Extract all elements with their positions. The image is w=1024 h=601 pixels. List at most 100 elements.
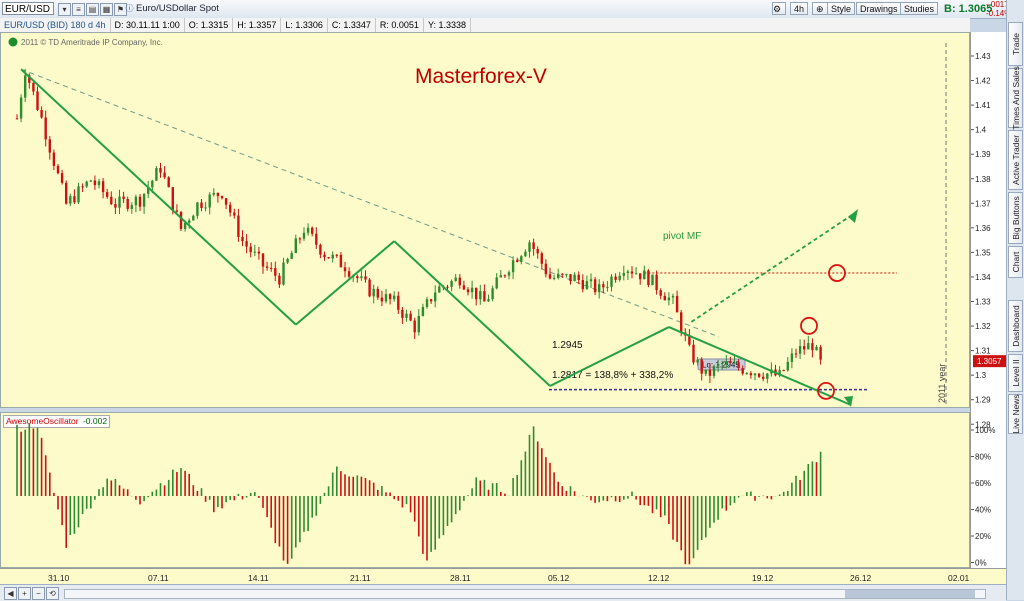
tab-active-trader[interactable]: Active Trader	[1008, 130, 1023, 190]
candle-body	[737, 362, 740, 369]
tab-level-ii[interactable]: Level II	[1008, 354, 1023, 392]
tab-times-and-sales[interactable]: Times And Sales	[1008, 66, 1023, 130]
candle-body	[565, 274, 568, 276]
price-tick-label: 1.36	[975, 224, 991, 233]
candle-body	[356, 276, 359, 279]
candle-body	[745, 373, 748, 375]
pivot-label: pivot MF	[663, 231, 701, 242]
price-tick-label: 1.42	[975, 77, 991, 86]
candle-body	[175, 210, 179, 212]
time-tick-label: 14.11	[248, 573, 269, 583]
candle-body	[429, 299, 433, 302]
symbol-input[interactable]: EUR/USD	[2, 2, 54, 15]
candle-body	[122, 196, 125, 200]
change-value: -.00177	[986, 0, 1014, 9]
time-tick-label: 26.12	[850, 573, 872, 583]
interval-button[interactable]: 4h	[790, 2, 809, 15]
candle-body	[434, 292, 437, 302]
candle-body	[749, 373, 753, 376]
price-tick-label: 1.41	[975, 101, 991, 110]
drawings-button[interactable]: Drawings	[856, 2, 902, 15]
candle-body	[335, 254, 338, 256]
tab-big-buttons-label: Big Buttons	[1010, 196, 1021, 240]
price-axis[interactable]: 1.43 1.42 1.41 1.4 1.39 1.38 1.37 1.36 1.35 1.34 1…	[970, 32, 1007, 568]
candle-body	[24, 75, 27, 98]
candle-body	[610, 276, 613, 287]
candle-body	[134, 196, 138, 206]
zoom-out-icon[interactable]: −	[32, 587, 45, 600]
tab-live-news[interactable]: Live News	[1008, 394, 1023, 434]
price-tick-label: 1.3	[975, 371, 987, 380]
price-tick-label: 1.39	[975, 150, 991, 159]
candle-body	[208, 194, 211, 208]
candle-body	[659, 290, 662, 296]
trend-line	[20, 68, 720, 338]
candle-body	[643, 270, 646, 280]
candle-body	[634, 273, 638, 275]
scrollbar-thumb[interactable]	[845, 590, 975, 598]
reset-icon[interactable]: ⟲	[46, 587, 59, 600]
time-tick-label: 31.10	[48, 573, 70, 583]
drawings-label: Drawings	[860, 4, 898, 14]
candle-body	[729, 361, 732, 363]
candle-body	[44, 117, 47, 140]
dropdown-icon[interactable]: ▾	[58, 3, 71, 16]
tab-big-buttons[interactable]: Big Buttons	[1008, 192, 1023, 244]
price-tick-label: 1.35	[975, 248, 991, 257]
candle-body	[179, 211, 183, 229]
candle-body	[675, 295, 679, 313]
zoom-in-icon[interactable]: +	[18, 587, 31, 600]
tab-trade[interactable]: Trade	[1008, 22, 1023, 66]
horizontal-scrollbar[interactable]	[64, 589, 986, 599]
price-chart-panel[interactable]: 2011 © TD Ameritrade IP Company, Inc. Ma…	[0, 32, 970, 408]
candle-body	[688, 335, 691, 345]
candle-body	[360, 276, 363, 279]
candle-body	[212, 192, 215, 195]
candle-body	[651, 274, 654, 286]
bid-price: B: 1.3065	[944, 3, 993, 15]
candle-body	[491, 288, 494, 300]
info-icon[interactable]: ⓘ	[125, 4, 134, 13]
candle-body	[581, 280, 584, 290]
projection-up-line	[690, 212, 856, 323]
candle-body	[794, 353, 798, 355]
zoom-button[interactable]: ⊕	[812, 2, 828, 15]
candle-body	[446, 286, 449, 288]
candle-body	[721, 362, 724, 364]
candle-body	[753, 373, 757, 376]
settings-icon[interactable]: ⚙	[772, 2, 786, 15]
oscillator-value: -0.002	[82, 416, 108, 426]
scroll-left-icon[interactable]: ◀	[4, 587, 17, 600]
candle-body	[253, 251, 256, 253]
candle-body	[81, 186, 84, 188]
tab-chart[interactable]: Chart	[1008, 246, 1023, 278]
link-icon[interactable]: ≡	[72, 3, 85, 16]
candle-body	[224, 198, 228, 205]
flag-icon[interactable]: ⚑	[114, 3, 127, 16]
tab-dashboard[interactable]: Dashboard	[1008, 300, 1023, 352]
candle-body	[339, 254, 343, 268]
studies-button[interactable]: Studies	[900, 2, 939, 15]
candle-body	[106, 192, 109, 197]
grid-icon[interactable]: ▦	[100, 3, 113, 16]
down-arrow-icon	[844, 396, 853, 407]
candle-body	[171, 187, 174, 211]
candle-body	[696, 359, 699, 363]
candle-body	[552, 278, 556, 280]
candle-body	[757, 373, 761, 377]
candle-body	[585, 281, 589, 290]
target-circle	[828, 264, 846, 282]
candle-body	[163, 172, 166, 178]
candle-body	[233, 212, 236, 216]
info-symbol: EUR/USD (BID) 180 d 4h	[0, 18, 111, 32]
osc-tick-label: 60%	[975, 479, 991, 488]
candle-body	[302, 232, 306, 239]
oscillator-panel[interactable]: AwesomeOscillator -0.002	[0, 412, 970, 568]
tab-chart-label: Chart	[1010, 251, 1021, 273]
style-button[interactable]: Style	[827, 2, 856, 15]
candle-body	[364, 276, 367, 280]
candle-body	[606, 286, 609, 288]
candle-body	[598, 284, 601, 293]
list-icon[interactable]: ▤	[86, 3, 99, 16]
candle-body	[130, 205, 133, 209]
